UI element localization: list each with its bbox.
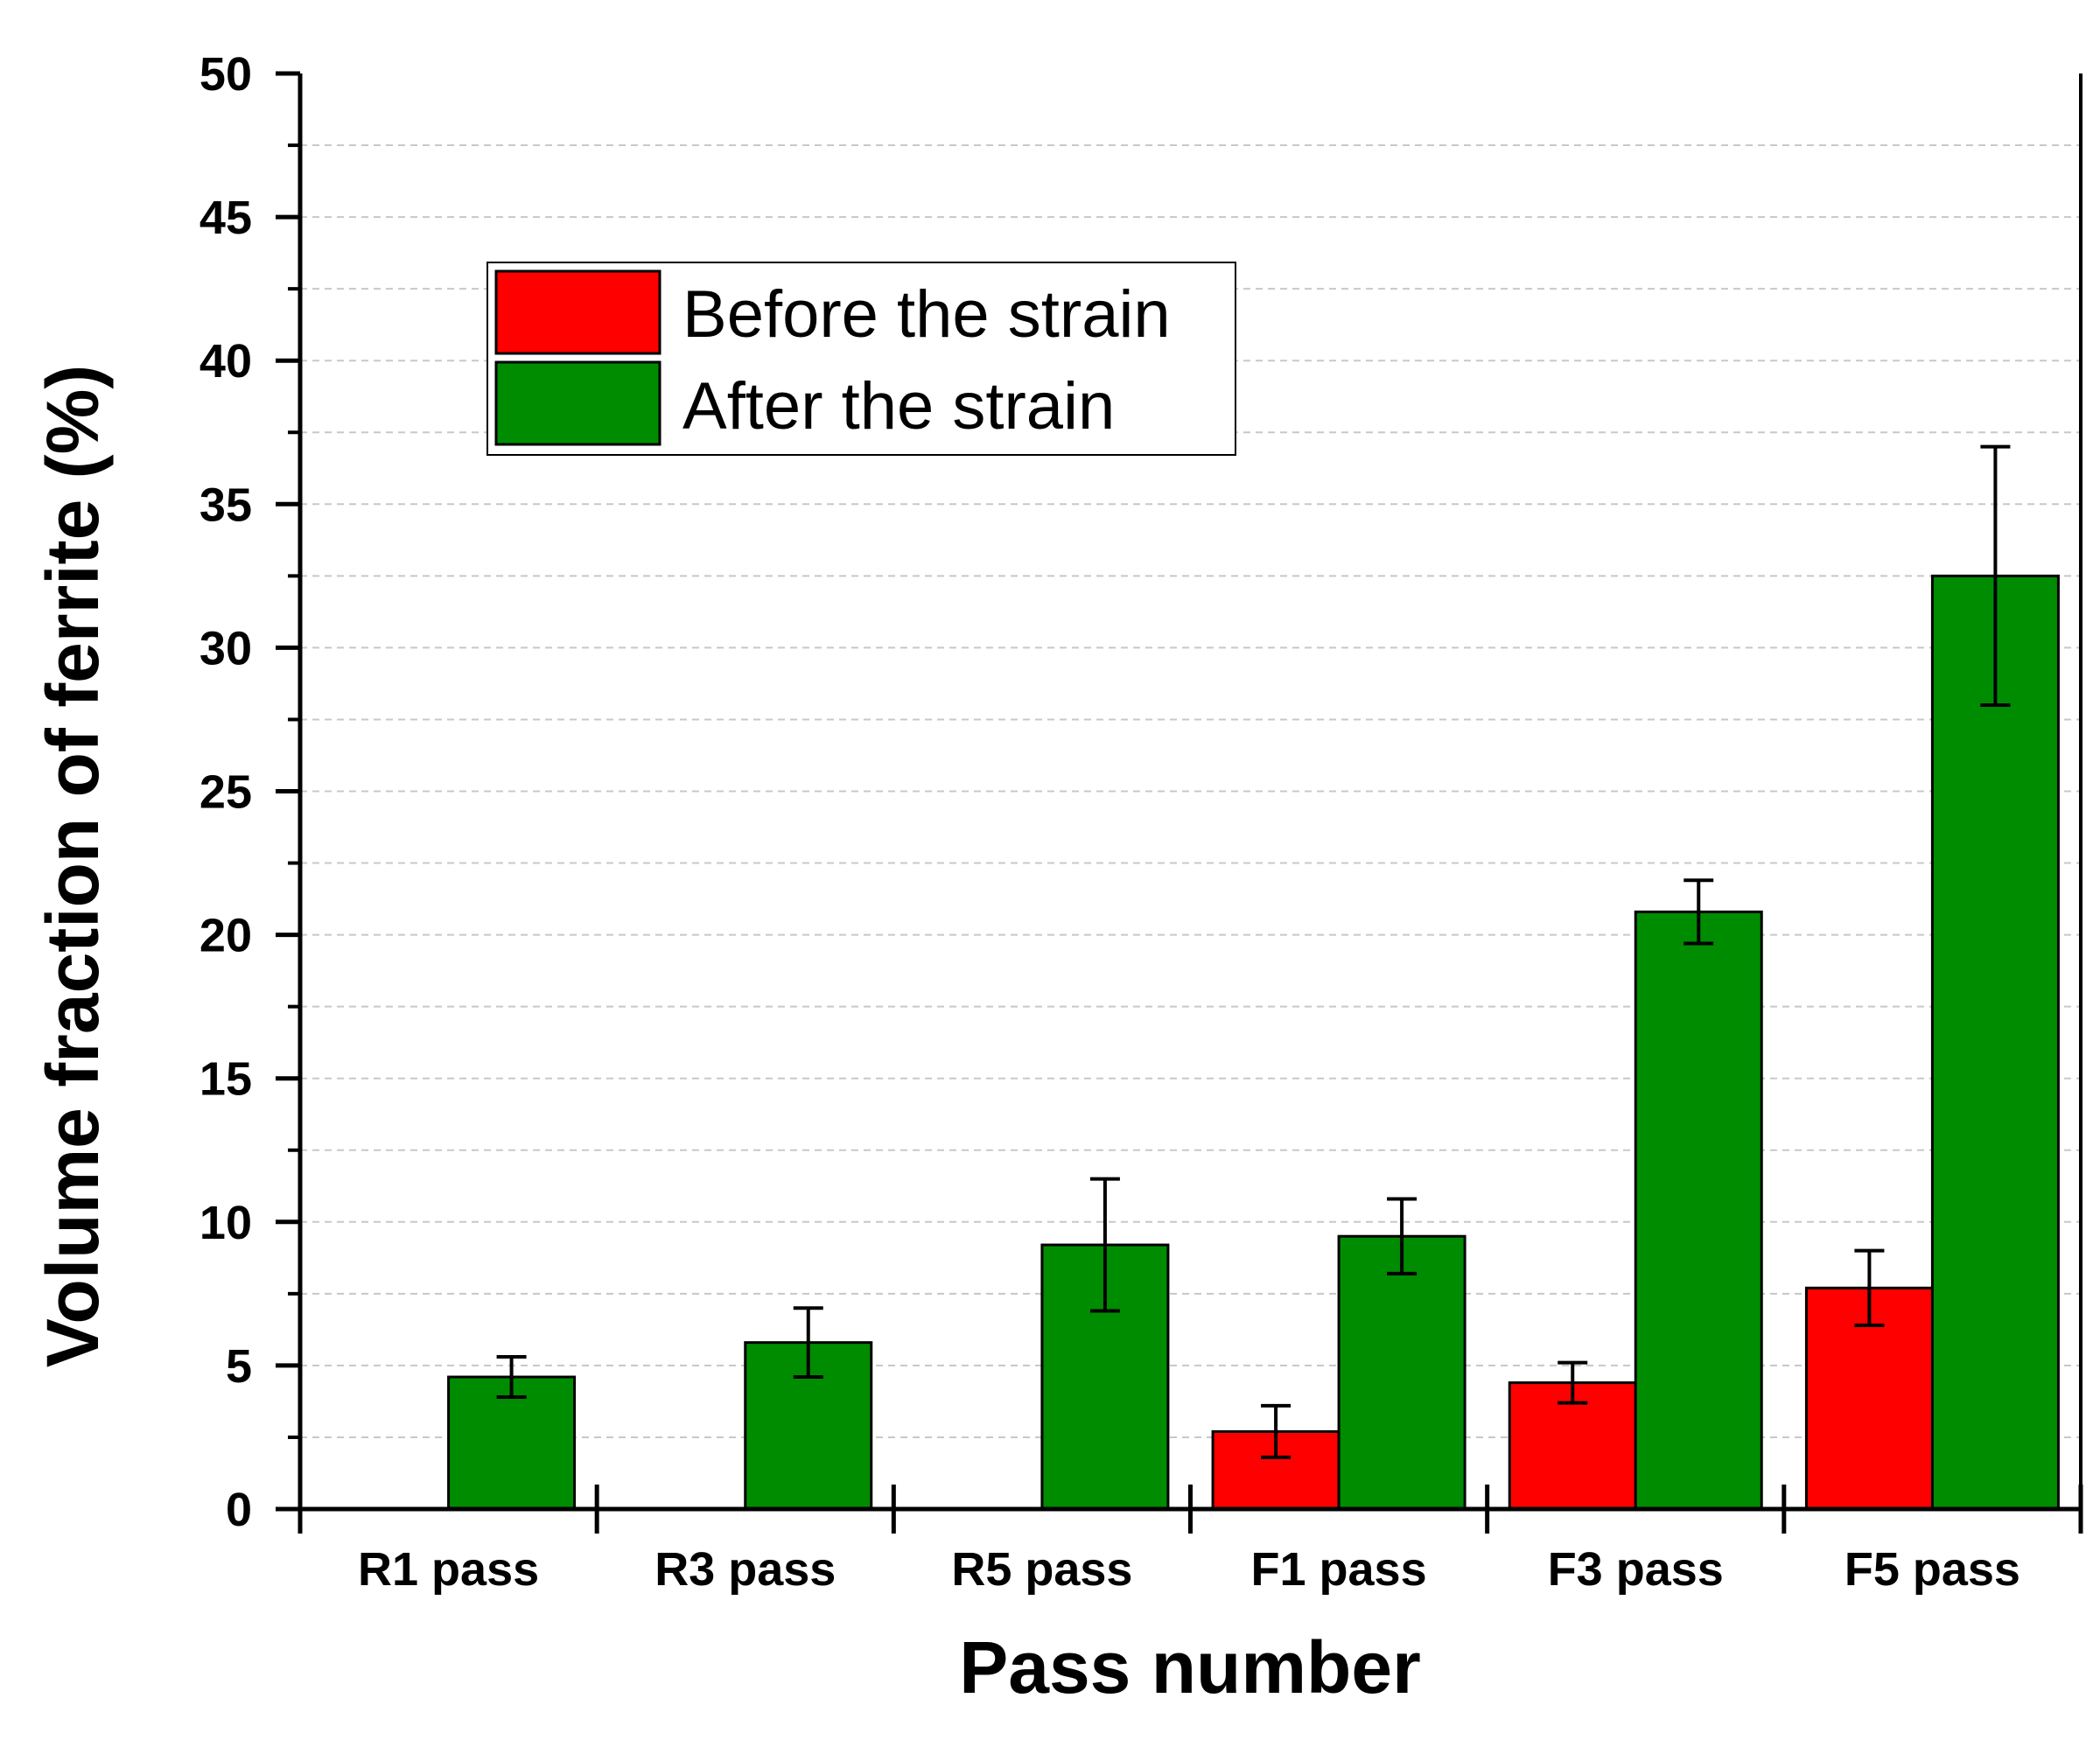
bar-after-f5-pass: [1930, 574, 2060, 1511]
bar-after-r1-pass: [447, 1375, 577, 1511]
legend-swatch-before: [494, 269, 662, 355]
y-tick-label: 25: [200, 766, 252, 819]
x-tick-label: F5 pass: [1844, 1543, 2020, 1596]
error-bar-before-4: [1261, 1403, 1292, 1459]
y-tick-label: 15: [200, 1053, 252, 1106]
x-tick-label: R1 pass: [358, 1543, 539, 1596]
bar-after-r3-pass: [744, 1341, 873, 1511]
y-tick-label: 10: [200, 1197, 252, 1249]
bar-after-r5-pass: [1040, 1243, 1170, 1511]
tick-labels: 0 5 10 15 20 25 30 35 40 45 50 R1 pass R3 pass R5 pas…: [200, 48, 2020, 1596]
y-tick-label: 35: [200, 479, 252, 531]
error-bar-after-6: [1980, 444, 2011, 708]
y-tick-label: 45: [200, 192, 252, 244]
y-tick-label: 0: [226, 1484, 252, 1536]
error-bar-after-1: [496, 1355, 527, 1400]
error-bars: [496, 444, 2011, 1459]
bars: [447, 574, 2060, 1511]
error-bar-after-5: [1684, 878, 1714, 946]
legend-label-after: After the strain: [682, 369, 1115, 444]
legend: Before the strain After the strain: [486, 262, 1236, 456]
y-tick-label: 20: [200, 910, 252, 962]
x-tick-label: F3 pass: [1548, 1543, 1724, 1596]
legend-swatch-after: [494, 360, 662, 446]
error-bar-before-6: [1854, 1248, 1885, 1327]
y-tick-label: 5: [226, 1340, 252, 1393]
x-tick-label: R5 pass: [951, 1543, 1132, 1596]
error-bar-after-3: [1089, 1177, 1120, 1313]
x-tick-label: F1 pass: [1251, 1543, 1427, 1596]
y-tick-label: 50: [200, 48, 252, 101]
bar-after-f3-pass: [1634, 910, 1763, 1511]
x-tick-label: R3 pass: [654, 1543, 836, 1596]
error-bar-before-5: [1558, 1360, 1588, 1405]
legend-label-before: Before the strain: [682, 277, 1171, 352]
axes: [276, 71, 2083, 1534]
x-axis-title: Pass number: [959, 1626, 1421, 1709]
y-tick-label: 40: [200, 335, 252, 388]
error-bar-after-2: [793, 1306, 823, 1380]
y-axis-title: Volume fraction of ferrite (%): [32, 365, 114, 1368]
error-bar-after-4: [1387, 1197, 1418, 1275]
bar-after-f1-pass: [1337, 1234, 1466, 1511]
y-tick-label: 30: [200, 622, 252, 674]
